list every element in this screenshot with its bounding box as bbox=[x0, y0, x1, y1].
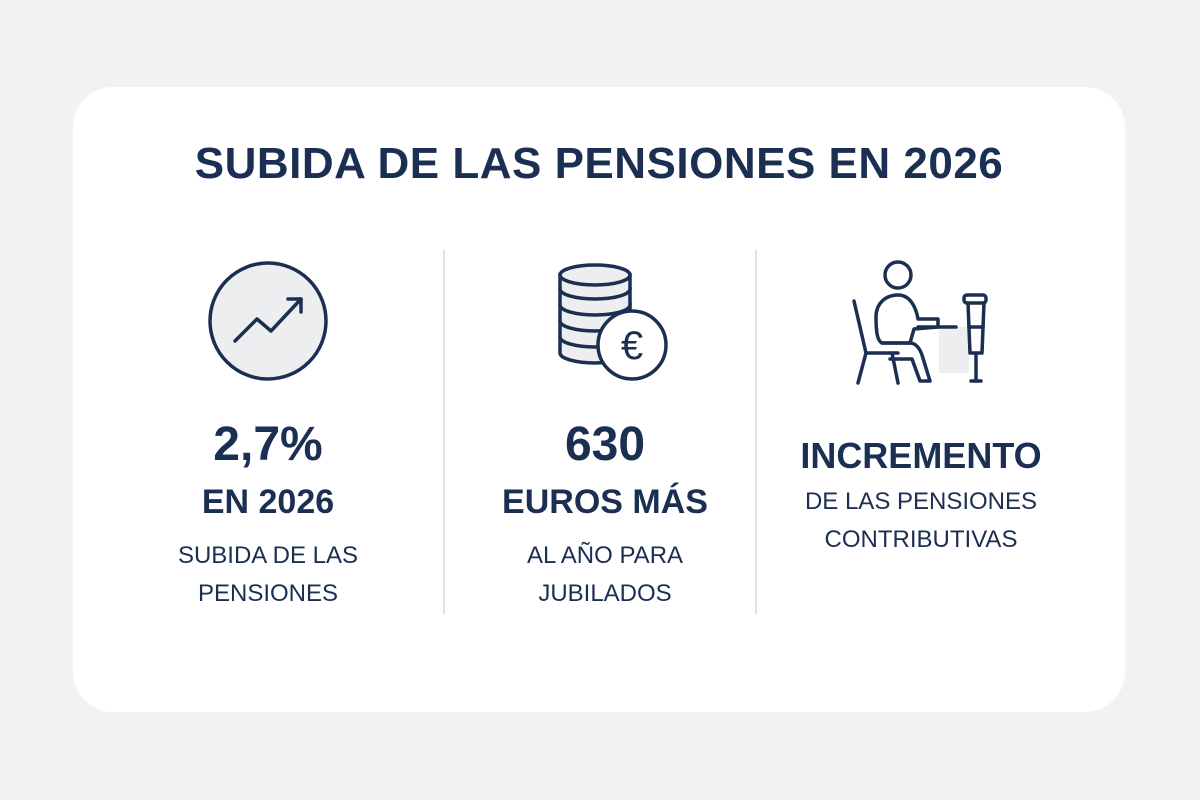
stat-description: AL AÑO PARA JUBILADOS bbox=[435, 537, 775, 613]
stat-headline: EN 2026 bbox=[201, 483, 335, 521]
stat-description: DE LAS PENSIONES CONTRIBUTIVAS bbox=[751, 483, 1091, 559]
stat-description-line: JUBILADOS bbox=[538, 580, 672, 607]
stat-column-percentage: 2,7% EN 2026 SUBIDA DE LAS PENSIONES bbox=[98, 247, 438, 627]
stat-column-euros: € 630 EUROS MÁS AL AÑO PARA JUBILADOS bbox=[435, 247, 775, 627]
retiree-crutch-icon bbox=[852, 260, 988, 385]
infographic-card: SUBIDA DE LAS PENSIONES EN 2026 2,7% EN … bbox=[73, 87, 1125, 712]
stat-headline: INCREMENTO bbox=[800, 435, 1042, 476]
stat-description-line: PENSIONES bbox=[197, 580, 339, 607]
euro-coins-icon: € bbox=[558, 263, 668, 381]
page-title: SUBIDA DE LAS PENSIONES EN 2026 bbox=[194, 139, 1004, 188]
stat-description-line: DE LAS PENSIONES bbox=[804, 488, 1038, 515]
trend-up-icon bbox=[208, 261, 328, 381]
stat-column-increment: INCREMENTO DE LAS PENSIONES CONTRIBUTIVA… bbox=[751, 247, 1091, 627]
svg-text:€: € bbox=[621, 324, 643, 368]
stat-value: 2,7% bbox=[213, 418, 323, 471]
stat-description-line: AL AÑO PARA bbox=[526, 542, 684, 569]
column-divider bbox=[755, 250, 757, 614]
stat-headline: EUROS MÁS bbox=[502, 483, 708, 521]
stat-description-line: CONTRIBUTIVAS bbox=[824, 526, 1018, 553]
column-divider bbox=[443, 250, 445, 614]
stat-description-line: SUBIDA DE LAS bbox=[177, 542, 359, 569]
stat-description: SUBIDA DE LAS PENSIONES bbox=[98, 537, 438, 613]
stat-value: 630 bbox=[564, 418, 646, 471]
